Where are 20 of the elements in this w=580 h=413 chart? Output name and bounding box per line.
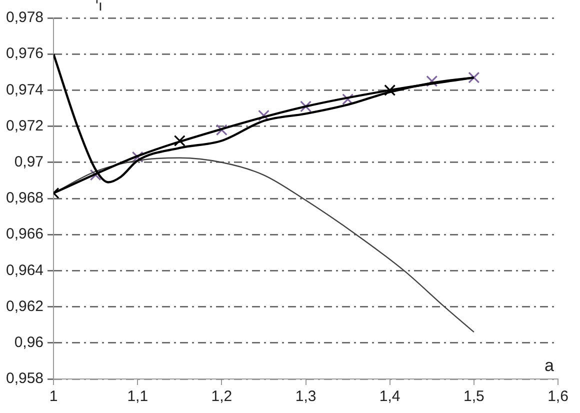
y-tick-label: 0,964 xyxy=(6,262,44,279)
x-tick-label: 1,3 xyxy=(295,388,316,406)
y-tick-label: 0,962 xyxy=(6,298,44,315)
x-tick-label: 1,6 xyxy=(548,388,568,406)
x-tick-label: 1,2 xyxy=(211,388,232,406)
y-tick-label: 0,97 xyxy=(14,154,44,171)
x-axis-title: a xyxy=(544,356,555,376)
y-tick-label: 0,968 xyxy=(6,190,44,207)
x-tick-label: 1,4 xyxy=(379,388,400,406)
y-tick-label: 0,966 xyxy=(6,226,44,243)
y-tick-label: 0,974 xyxy=(6,81,44,98)
y-tick-label: 0,978 xyxy=(6,9,44,26)
x-tick-label: 1,5 xyxy=(463,388,484,406)
y-tick-label: 0,96 xyxy=(14,334,44,352)
x-tick-label: 1,1 xyxy=(127,388,148,406)
y-tick-label: 0,976 xyxy=(6,45,44,62)
y-tick-label: 0,972 xyxy=(6,117,44,134)
x-tick-label: 1 xyxy=(49,388,58,406)
y-axis-title: 'ı xyxy=(96,0,103,15)
y-tick-label: 0,958 xyxy=(6,370,44,388)
